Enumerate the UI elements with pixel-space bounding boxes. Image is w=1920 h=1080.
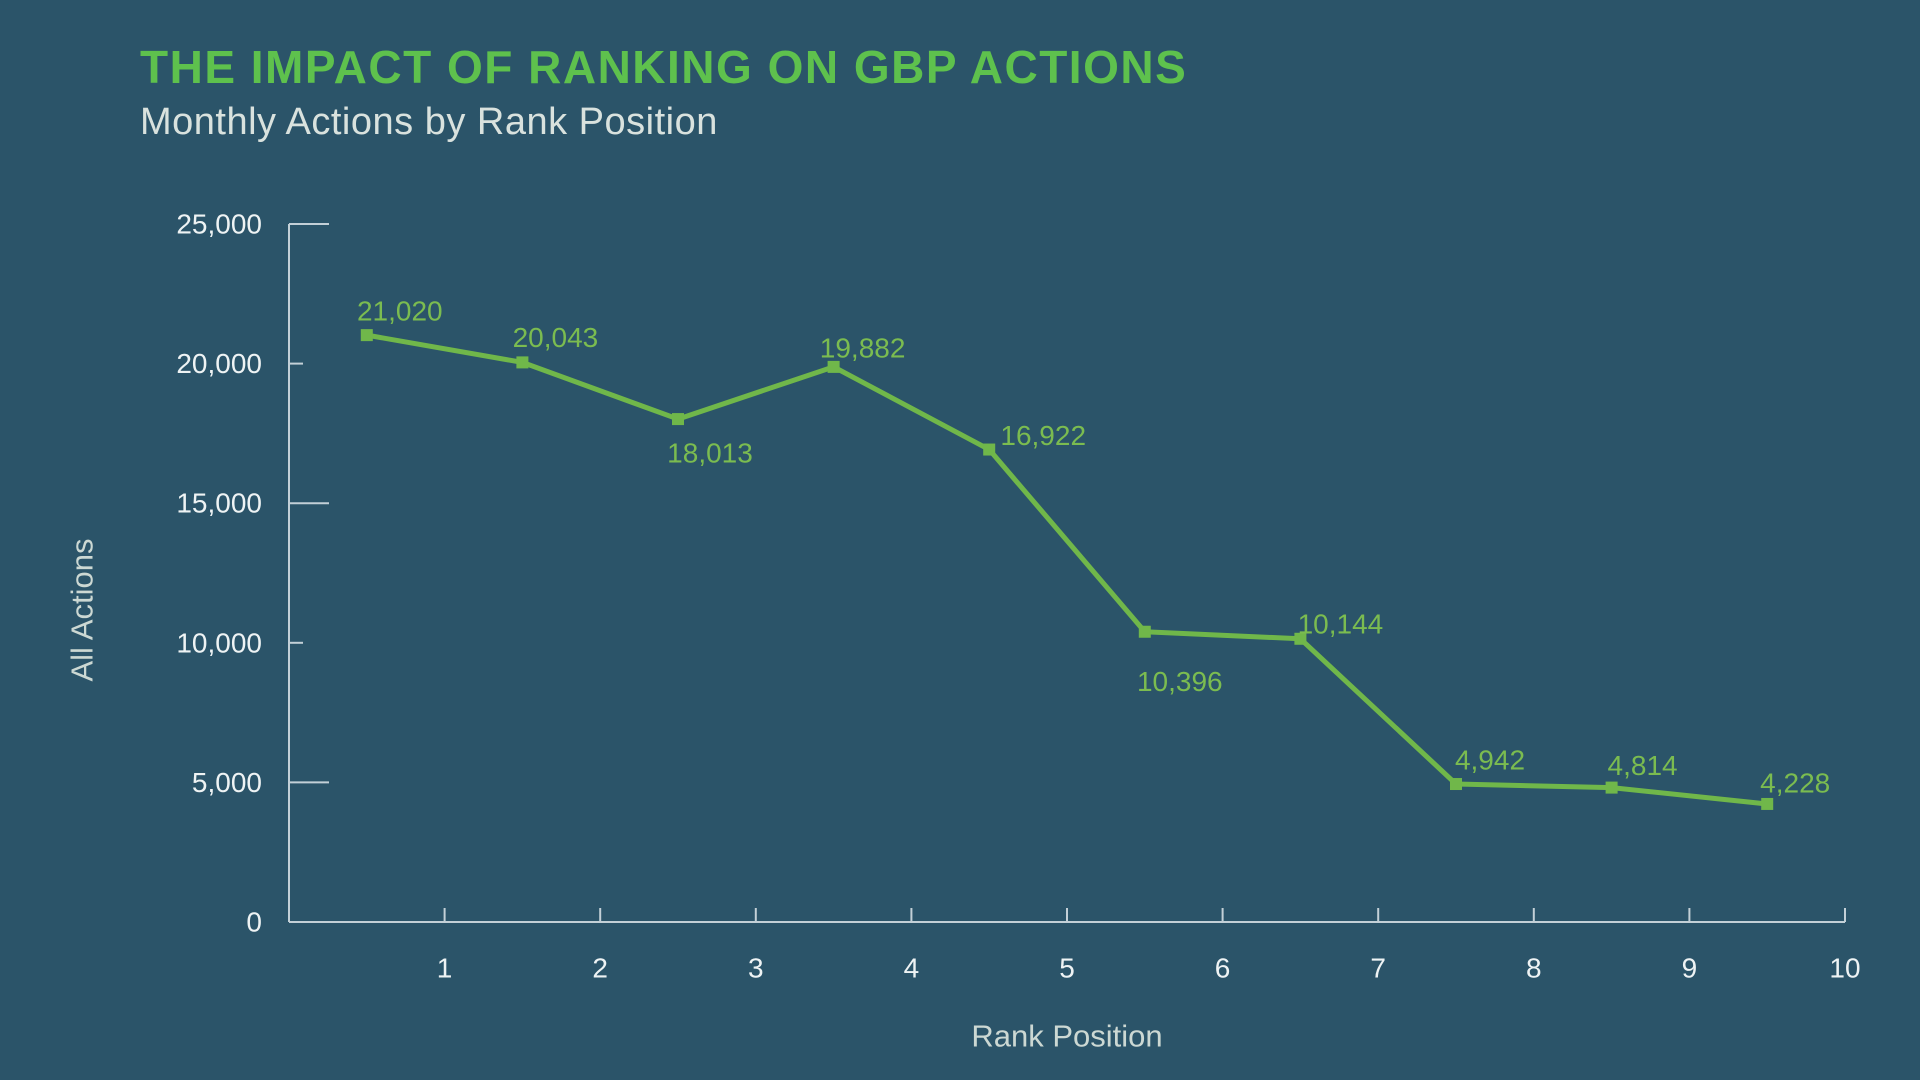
y-tick-label: 20,000 <box>176 348 262 379</box>
x-tick-label: 7 <box>1370 953 1386 984</box>
y-axis-title: All Actions <box>65 538 100 681</box>
data-point-label: 10,144 <box>1298 608 1384 639</box>
x-tick-label: 2 <box>592 953 608 984</box>
data-point-marker <box>827 360 840 373</box>
data-point-label: 4,228 <box>1760 767 1830 798</box>
x-tick-label: 6 <box>1215 953 1231 984</box>
x-tick-label: 9 <box>1682 953 1698 984</box>
data-point-label: 20,043 <box>513 322 599 353</box>
data-point-label: 21,020 <box>357 296 443 327</box>
data-point-label: 10,396 <box>1137 666 1223 697</box>
data-point-marker <box>1294 632 1307 645</box>
data-point-label: 16,922 <box>1000 420 1086 451</box>
y-tick-label: 0 <box>246 907 262 938</box>
x-tick-label: 1 <box>437 953 453 984</box>
chart-title: THE IMPACT OF RANKING ON GBP ACTIONS <box>140 41 1188 93</box>
y-tick-label: 15,000 <box>176 488 262 519</box>
x-tick-label: 3 <box>748 953 764 984</box>
data-point-marker <box>983 443 996 456</box>
y-tick-label: 25,000 <box>176 209 262 240</box>
y-tick-label: 10,000 <box>176 627 262 658</box>
chart-header: THE IMPACT OF RANKING ON GBP ACTIONS Mon… <box>140 42 1187 144</box>
data-point-label: 18,013 <box>667 438 753 469</box>
x-tick-label: 8 <box>1526 953 1542 984</box>
data-point-label: 19,882 <box>820 332 906 363</box>
y-tick-label: 5,000 <box>192 767 262 798</box>
data-point-label: 4,814 <box>1608 750 1678 781</box>
x-tick-label: 10 <box>1829 953 1860 984</box>
data-point-marker <box>1138 625 1151 638</box>
data-point-label: 4,942 <box>1455 745 1525 776</box>
x-tick-label: 4 <box>904 953 920 984</box>
data-point-marker <box>1761 797 1774 810</box>
data-point-marker <box>1450 778 1462 791</box>
chart-subtitle: Monthly Actions by Rank Position <box>140 100 718 143</box>
data-point-marker <box>672 413 684 426</box>
x-tick-label: 5 <box>1059 953 1075 984</box>
data-point-marker <box>360 329 373 342</box>
x-axis-title: Rank Position <box>971 1019 1162 1054</box>
data-point-marker <box>1605 781 1618 794</box>
data-line <box>366 332 1768 807</box>
data-point-marker <box>516 356 529 369</box>
